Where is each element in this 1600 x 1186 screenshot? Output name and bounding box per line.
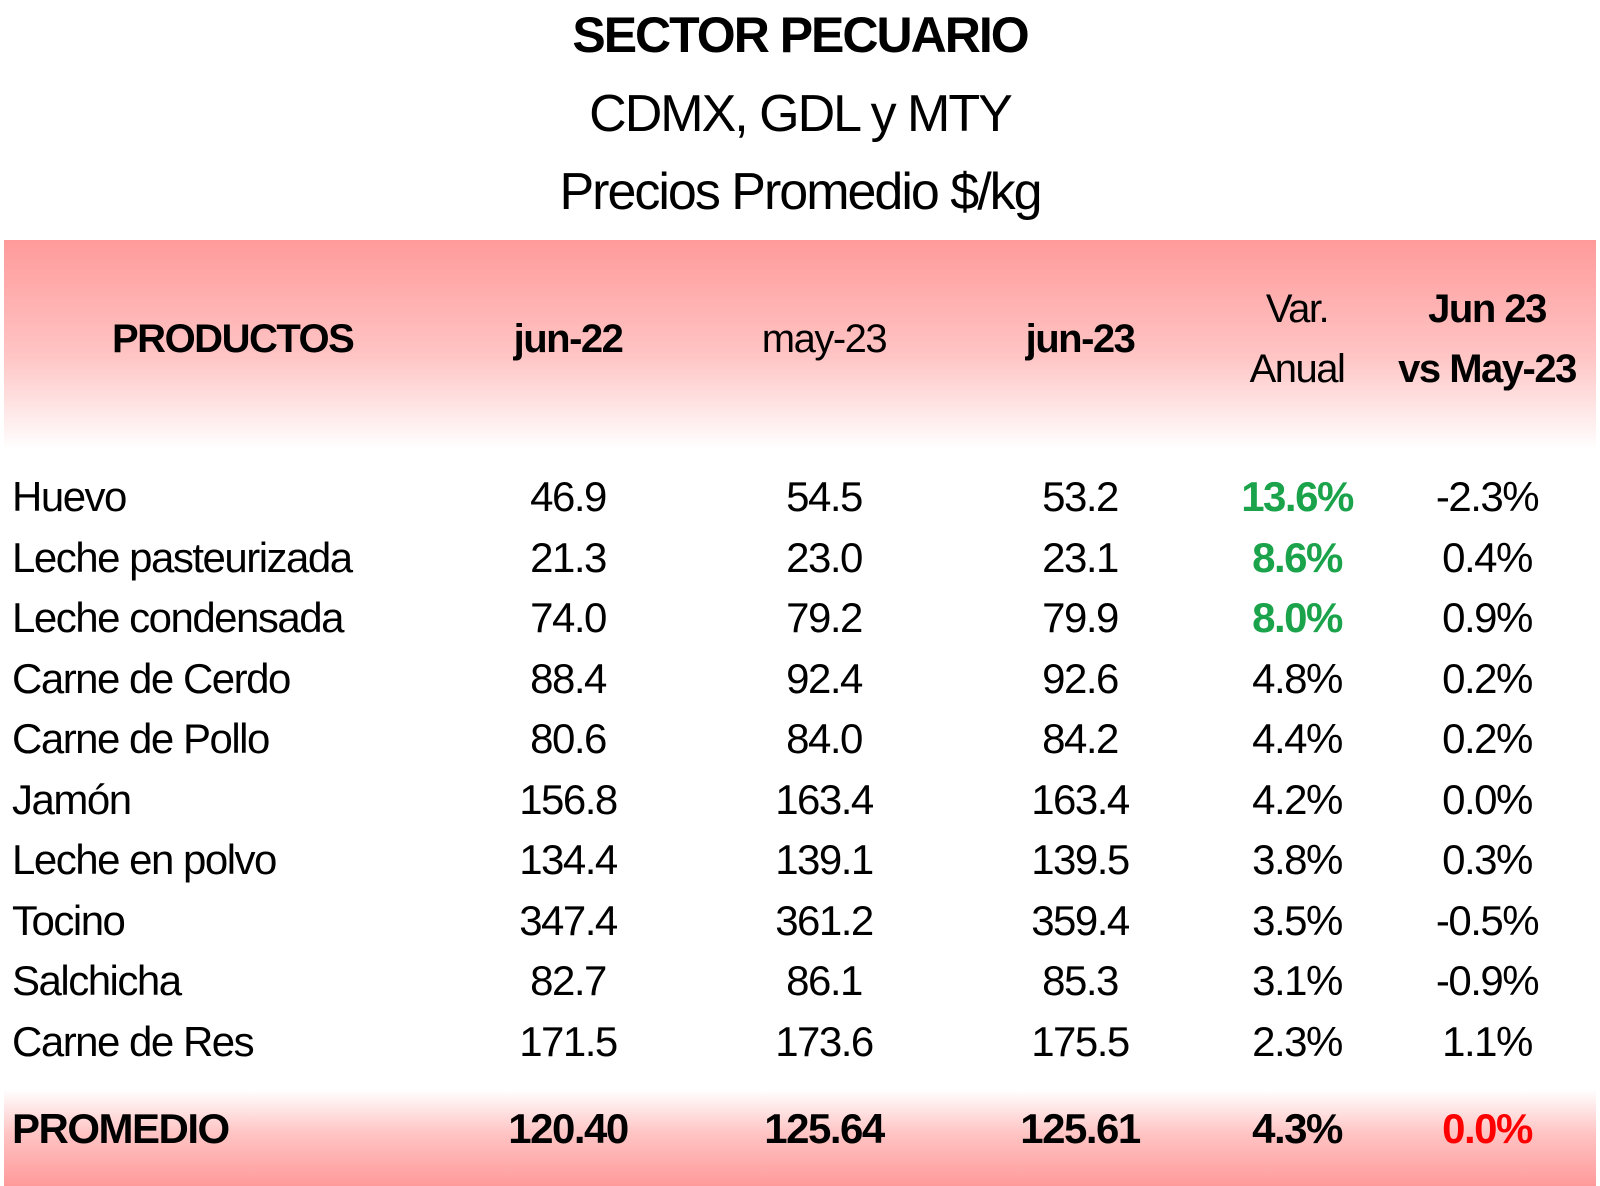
cell-var-anual: 4.4% [1252, 715, 1343, 762]
cell-jun23: 139.5 [1031, 836, 1130, 883]
cell-jun-vs-may: -0.5% [1435, 896, 1540, 944]
total-cell-jun22: 120.40 [508, 1105, 629, 1152]
cell-jun22: 134.4 [519, 836, 618, 883]
cell-jun23: 92.6 [1042, 654, 1119, 702]
cell-may23: 173.6 [775, 1017, 874, 1065]
header-jun22: jun-22 [513, 317, 624, 361]
header-jun23: jun-23 [1025, 317, 1136, 361]
cell-jun23: 84.2 [1042, 715, 1119, 762]
cell-may23: 84.0 [786, 715, 863, 762]
cell-jun-vs-may: 0.2% [1442, 654, 1533, 702]
header-cmp-line1: Jun 23 [1428, 287, 1547, 331]
table-footer-band [4, 1090, 1596, 1186]
cell-jun23: 53.2 [1042, 473, 1119, 520]
total-cell-jun-vs-may: 0.0% [1442, 1105, 1533, 1152]
cell-jun22: 156.8 [519, 775, 618, 823]
cell-producto: Carne de Res [12, 1017, 255, 1065]
cell-may23: 139.1 [775, 836, 874, 883]
cell-var-anual: 3.8% [1252, 836, 1343, 883]
cell-jun-vs-may: 0.9% [1442, 594, 1533, 641]
cell-producto: Carne de Cerdo [12, 654, 291, 702]
cell-producto: Jamón [12, 775, 132, 823]
cell-jun-vs-may: 0.3% [1442, 836, 1533, 883]
cell-jun23: 85.3 [1042, 957, 1119, 1004]
table-header-band [4, 240, 1596, 450]
header-productos: PRODUCTOS [112, 317, 355, 361]
cell-producto: Leche en polvo [12, 836, 277, 883]
cell-var-anual: 8.6% [1252, 533, 1343, 581]
cell-var-anual: 13.6% [1241, 473, 1354, 520]
cell-may23: 79.2 [786, 594, 863, 641]
page-subtitle-regions: CDMX, GDL y MTY [589, 85, 1013, 143]
cell-jun23: 175.5 [1031, 1017, 1130, 1065]
cell-jun22: 347.4 [519, 896, 618, 944]
total-cell-var-anual: 4.3% [1252, 1105, 1343, 1152]
total-cell-producto: PROMEDIO [12, 1105, 230, 1152]
total-cell-may23: 125.64 [764, 1105, 885, 1152]
total-cell-jun23: 125.61 [1020, 1105, 1141, 1152]
cell-jun22: 82.7 [530, 957, 607, 1004]
cell-jun23: 163.4 [1031, 775, 1130, 823]
cell-jun23: 359.4 [1031, 896, 1130, 944]
cell-jun-vs-may: 1.1% [1442, 1017, 1533, 1065]
cell-may23: 86.1 [786, 957, 863, 1004]
cell-producto: Leche condensada [12, 594, 344, 641]
cell-jun22: 80.6 [530, 715, 607, 762]
header-may23: may-23 [761, 317, 888, 361]
cell-producto: Leche pasteurizada [12, 533, 353, 581]
cell-var-anual: 8.0% [1252, 594, 1343, 641]
cell-jun-vs-may: 0.0% [1442, 775, 1533, 823]
header-var-line1: Var. [1265, 287, 1330, 331]
cell-jun22: 21.3 [530, 533, 607, 581]
cell-producto: Tocino [12, 896, 126, 944]
page-subtitle-units: Precios Promedio $/kg [559, 163, 1042, 221]
cell-jun23: 79.9 [1042, 594, 1119, 641]
cell-jun-vs-may: -0.9% [1435, 957, 1540, 1004]
page-title: SECTOR PECUARIO [572, 7, 1029, 63]
header-var-line2: Anual [1249, 347, 1346, 391]
cell-jun-vs-may: 0.4% [1442, 533, 1533, 581]
cell-may23: 361.2 [775, 896, 874, 944]
cell-producto: Carne de Pollo [12, 715, 270, 762]
cell-var-anual: 3.5% [1252, 896, 1343, 944]
cell-producto: Huevo [12, 473, 127, 520]
header-cmp-line2: vs May-23 [1398, 347, 1577, 391]
cell-jun22: 171.5 [519, 1017, 618, 1065]
cell-jun-vs-may: 0.2% [1442, 715, 1533, 762]
cell-may23: 163.4 [775, 775, 874, 823]
cell-may23: 92.4 [786, 654, 863, 702]
cell-var-anual: 4.8% [1252, 654, 1343, 702]
cell-jun-vs-may: -2.3% [1435, 473, 1540, 520]
cell-var-anual: 4.2% [1252, 775, 1343, 823]
cell-jun23: 23.1 [1042, 533, 1119, 581]
cell-jun22: 74.0 [530, 594, 607, 641]
cell-producto: Salchicha [12, 957, 182, 1004]
cell-may23: 54.5 [786, 473, 863, 520]
cell-jun22: 88.4 [530, 654, 607, 702]
cell-may23: 23.0 [786, 533, 863, 581]
cell-jun22: 46.9 [530, 473, 607, 520]
cell-var-anual: 2.3% [1252, 1017, 1343, 1065]
cell-var-anual: 3.1% [1252, 957, 1343, 1004]
